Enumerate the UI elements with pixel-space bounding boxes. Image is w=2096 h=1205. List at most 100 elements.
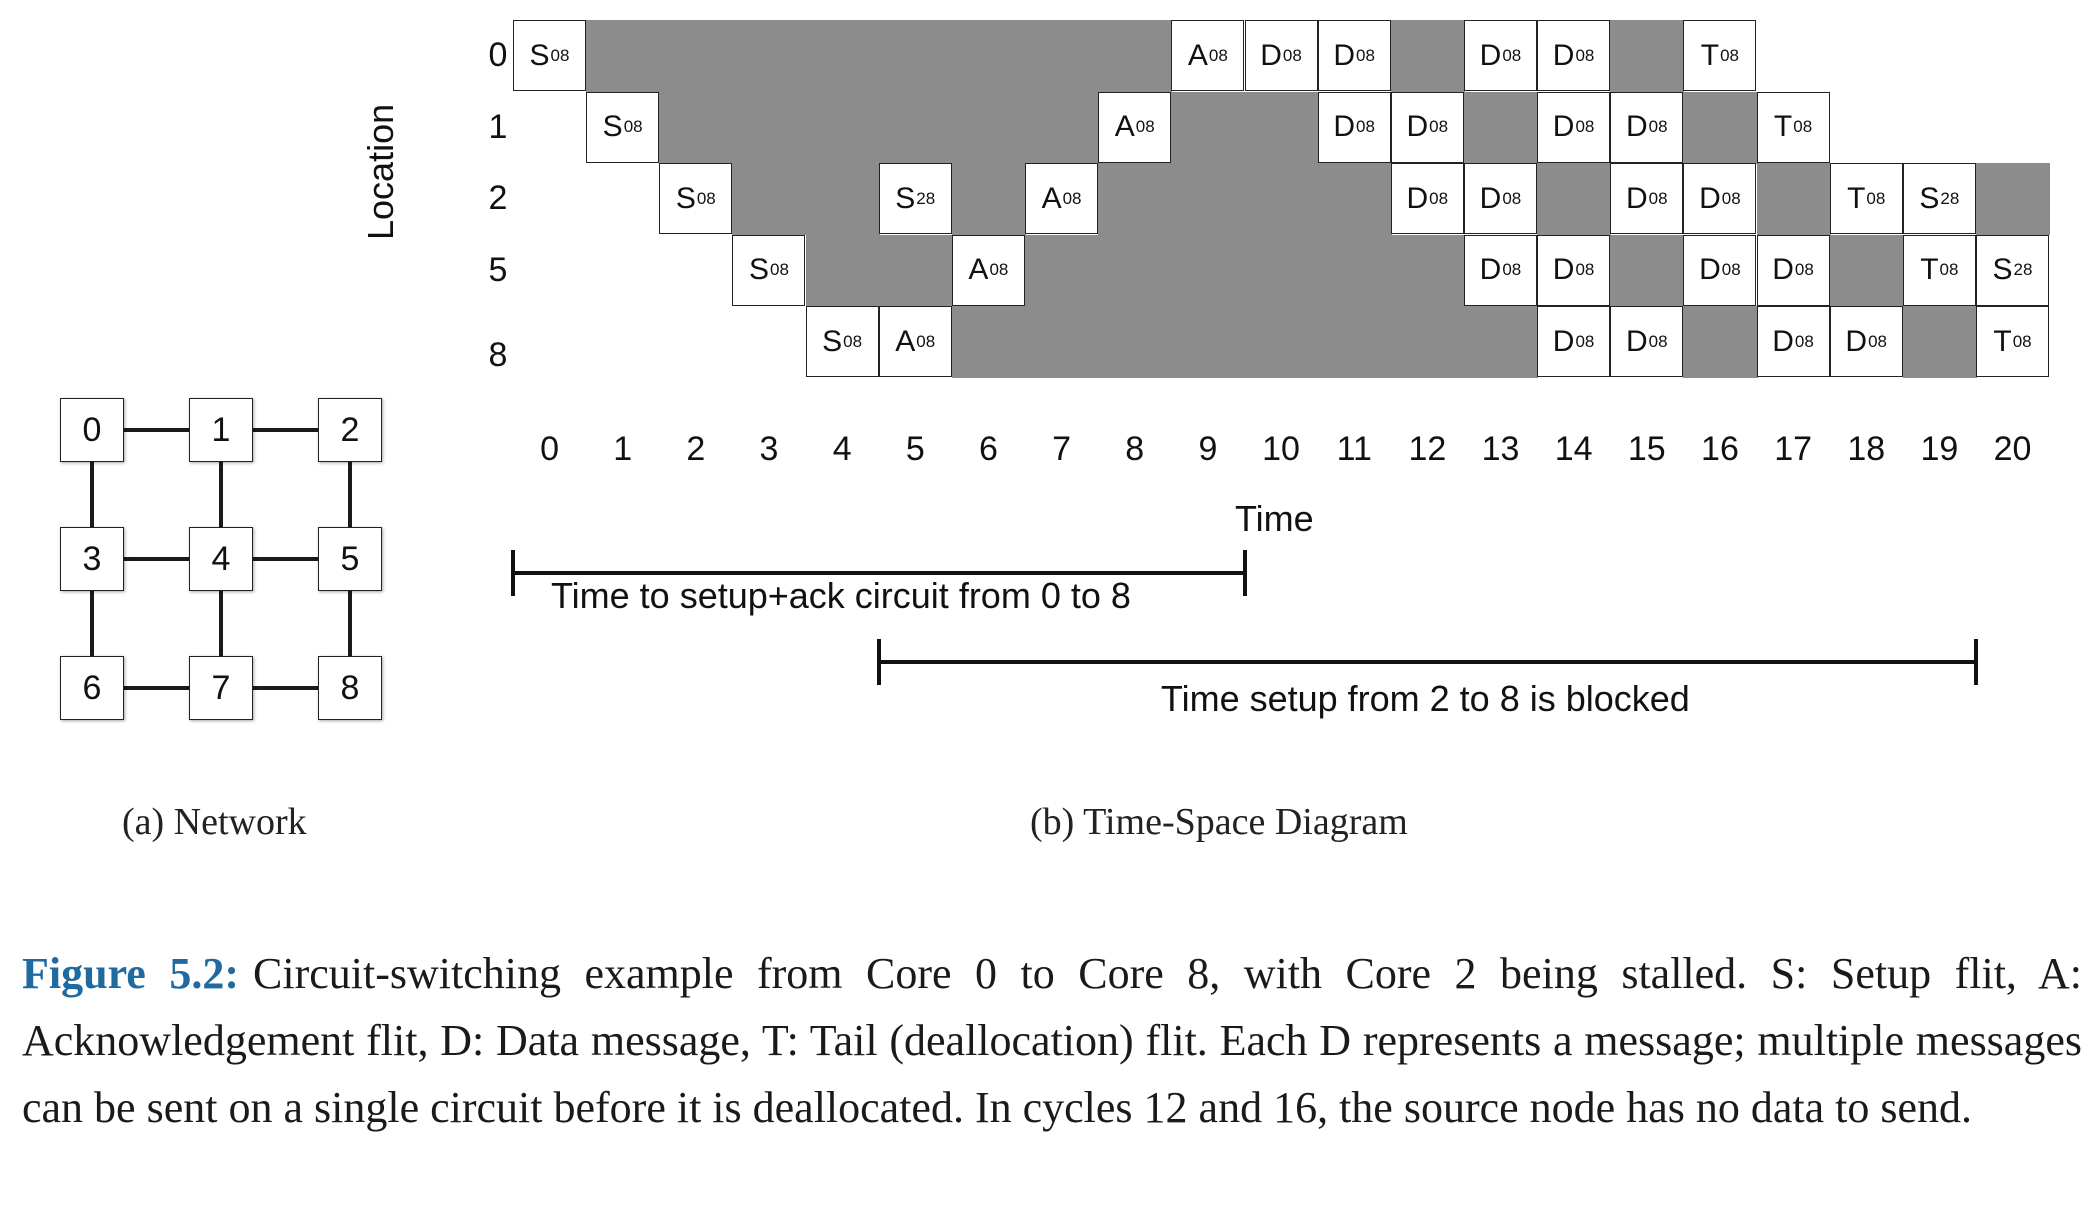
flit-subscript: 08 bbox=[843, 331, 863, 351]
flit-letter: D bbox=[1625, 324, 1648, 358]
time-span-line bbox=[876, 660, 1978, 664]
flit-subscript: 08 bbox=[1575, 331, 1595, 351]
flit-d08-row5-t14: D 08 bbox=[1537, 234, 1611, 306]
flit-letter: D bbox=[1625, 181, 1648, 215]
time-span-cap bbox=[511, 550, 515, 596]
occupied-band bbox=[659, 91, 1100, 164]
occupied-band bbox=[1902, 306, 1977, 378]
time-tick-20: 20 bbox=[1993, 430, 2032, 468]
flit-subscript: 08 bbox=[989, 260, 1009, 279]
time-span-label: Time setup from 2 to 8 is blocked bbox=[1160, 678, 1690, 719]
flit-subscript: 08 bbox=[1208, 45, 1228, 65]
flit-d08-row1-t15: D 08 bbox=[1610, 91, 1684, 163]
time-tick-9: 9 bbox=[1198, 430, 1218, 468]
flit-d08-row1-t11: D 08 bbox=[1317, 91, 1391, 163]
time-span-line bbox=[511, 571, 1247, 575]
flit-subscript: 08 bbox=[623, 117, 643, 136]
time-tick-3: 3 bbox=[759, 430, 779, 468]
network-node-6: 6 bbox=[60, 656, 124, 720]
time-tick-19: 19 bbox=[1920, 430, 1959, 468]
flit-subscript: 08 bbox=[1282, 45, 1302, 65]
occupied-band bbox=[1537, 163, 1612, 235]
caption-label: Figure 5.2: bbox=[22, 949, 239, 998]
network-link-3-6 bbox=[90, 591, 94, 656]
occupied-band bbox=[1463, 91, 1539, 164]
time-tick-17: 17 bbox=[1774, 430, 1813, 468]
occupied-band bbox=[1756, 163, 1831, 235]
flit-subscript: 08 bbox=[1794, 260, 1814, 279]
flit-d08-row2-t16: D 08 bbox=[1683, 163, 1757, 234]
network-link-0-3 bbox=[90, 462, 94, 527]
flit-letter: S bbox=[529, 38, 550, 72]
location-label-5: 5 bbox=[488, 250, 508, 289]
flit-d08-row0-t11: D 08 bbox=[1317, 20, 1391, 91]
x-axis-title: Time bbox=[1235, 498, 1314, 539]
occupied-band bbox=[1610, 20, 1685, 92]
time-span-cap bbox=[876, 639, 881, 685]
network-link-5-8 bbox=[348, 591, 352, 656]
flit-s08-row1-t1: S 08 bbox=[586, 91, 660, 163]
flit-letter: S bbox=[822, 324, 843, 358]
flit-letter: D bbox=[1845, 324, 1868, 358]
flit-d08-row0-t13: D 08 bbox=[1463, 20, 1537, 91]
y-axis-title: Location bbox=[360, 103, 401, 240]
flit-subscript: 08 bbox=[1721, 188, 1741, 208]
flit-subscript: 08 bbox=[1720, 45, 1740, 65]
flit-d08-row1-t14: D 08 bbox=[1537, 91, 1611, 163]
flit-subscript: 08 bbox=[550, 45, 570, 65]
flit-subscript: 28 bbox=[916, 188, 936, 208]
occupied-band bbox=[951, 163, 1027, 235]
flit-letter: T bbox=[1993, 324, 2012, 358]
network-link-6-7 bbox=[124, 686, 189, 690]
flit-letter: T bbox=[1847, 181, 1866, 215]
flit-subscript: 08 bbox=[1575, 45, 1595, 65]
flit-s28-row2-t5: S 28 bbox=[878, 163, 952, 234]
network-subcaption: (a) Network bbox=[122, 801, 307, 843]
time-span-cap bbox=[1974, 639, 1978, 685]
network-link-1-4 bbox=[219, 462, 223, 527]
occupied-band bbox=[1683, 306, 1758, 378]
time-tick-2: 2 bbox=[686, 430, 706, 468]
flit-d08-row5-t17: D 08 bbox=[1756, 234, 1830, 306]
flit-letter: D bbox=[1406, 110, 1429, 143]
flit-letter: A bbox=[1041, 181, 1062, 215]
flit-letter: S bbox=[1992, 253, 2013, 286]
flit-letter: D bbox=[1333, 38, 1356, 72]
occupied-band bbox=[1171, 91, 1319, 164]
flit-d08-row1-t12: D 08 bbox=[1390, 91, 1464, 163]
flit-s08-row2-t2: S 08 bbox=[659, 163, 733, 234]
flit-d08-row5-t16: D 08 bbox=[1683, 234, 1757, 306]
location-label-2: 2 bbox=[488, 179, 508, 217]
caption-text: Circuit-switching example from Core 0 to… bbox=[22, 949, 2082, 1132]
flit-letter: A bbox=[968, 253, 989, 286]
flit-subscript: 08 bbox=[1721, 260, 1741, 279]
flit-letter: T bbox=[1700, 38, 1720, 72]
network-link-2-5 bbox=[348, 462, 352, 527]
flit-d08-row5-t13: D 08 bbox=[1463, 234, 1537, 306]
location-label-1: 1 bbox=[488, 107, 508, 146]
flit-t08-row2-t18: T 08 bbox=[1829, 163, 1903, 234]
time-tick-13: 13 bbox=[1481, 430, 1520, 468]
network-node-5: 5 bbox=[318, 527, 382, 591]
time-tick-4: 4 bbox=[832, 430, 852, 468]
occupied-band bbox=[1390, 20, 1465, 92]
occupied-band bbox=[732, 163, 880, 235]
flit-subscript: 08 bbox=[1356, 45, 1375, 65]
flit-d08-row0-t10: D 08 bbox=[1244, 20, 1318, 91]
flit-t08-row1-t17: T 08 bbox=[1756, 91, 1830, 163]
flit-subscript: 08 bbox=[1575, 117, 1595, 136]
network-node-4: 4 bbox=[189, 527, 253, 591]
flit-letter: D bbox=[1699, 181, 1721, 215]
network-node-8: 8 bbox=[318, 656, 382, 720]
flit-letter: D bbox=[1552, 110, 1575, 143]
time-tick-11: 11 bbox=[1336, 430, 1372, 468]
flit-subscript: 08 bbox=[1868, 331, 1887, 351]
figure-caption: Figure 5.2: Circuit-switching example fro… bbox=[22, 940, 2082, 1141]
flit-letter: D bbox=[1479, 253, 1502, 286]
flit-d08-row8-t15: D 08 bbox=[1610, 306, 1684, 377]
flit-t08-row0-t16: T 08 bbox=[1683, 20, 1757, 91]
flit-s28-row5-t20: S 28 bbox=[1976, 234, 2049, 306]
flit-letter: D bbox=[1333, 110, 1356, 143]
flit-letter: D bbox=[1552, 38, 1575, 72]
